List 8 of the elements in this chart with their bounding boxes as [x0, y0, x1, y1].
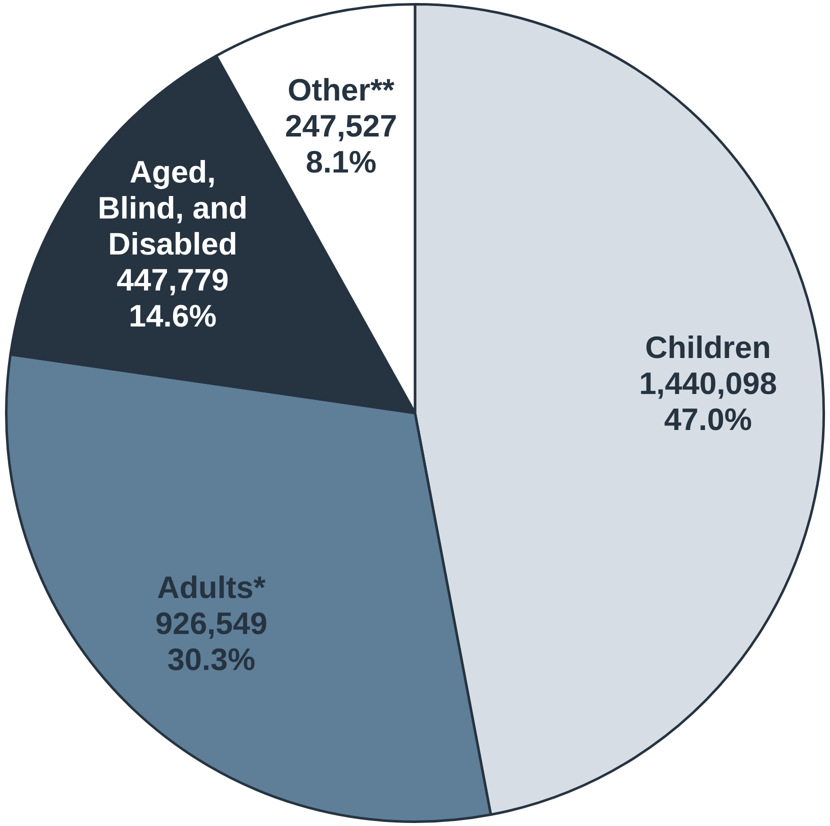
slice-label: Children	[645, 330, 771, 366]
data-label: 926,549 30.3%	[155, 606, 268, 678]
slice-label: Aged, Blind, and Disabled	[98, 154, 248, 262]
data-label: 247,527 8.1%	[285, 108, 398, 180]
slice-label: Adults*	[157, 570, 267, 606]
data-label: 1,440,098 47.0%	[639, 366, 777, 438]
slice-label: Other**	[288, 72, 396, 108]
data-label: 447,779 14.6%	[116, 262, 229, 334]
